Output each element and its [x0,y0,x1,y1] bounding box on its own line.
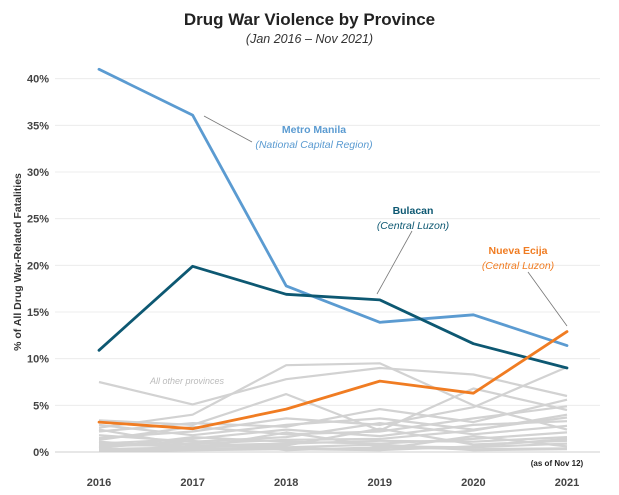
x-tick-label: 2021 [555,477,579,489]
bulacan-region: (Central Luzon) [377,220,449,232]
nueva-ecija-region: (Central Luzon) [482,260,554,272]
other-province-line [98,431,568,450]
metro-manila-label: Metro Manila [282,124,346,136]
metro-manila-callout-line [203,115,253,143]
y-tick-label: 40% [27,74,49,86]
chart-subtitle: (Jan 2016 – Nov 2021) [245,32,374,46]
x-tick-label: 2019 [368,477,392,489]
y-tick-label: 10% [27,354,49,366]
chart-title: Drug War Violence by Province [183,10,436,29]
y-axis-label: % of All Drug War-Related Fatalities [12,173,24,351]
nueva-ecija-callout-line [527,271,568,327]
other-province-line [98,366,568,406]
other-province-line [98,443,568,452]
other-province-line [98,422,568,443]
y-tick-label: 15% [27,307,49,319]
bulacan-label: Bulacan [393,205,434,217]
x-tick-label: 2020 [461,477,485,489]
x-tick-label: 2018 [274,477,298,489]
y-tick-label: 30% [27,167,49,179]
other-province-line [98,398,568,433]
y-tick-label: 5% [33,400,49,412]
y-tick-label: 0% [33,447,49,459]
metro-manila-region: (National Capital Region) [255,139,372,151]
nueva-ecija-label: Nueva Ecija [489,245,548,257]
x-tick-label: 2017 [180,477,204,489]
other-province-line [98,437,568,453]
x-note: (as of Nov 12) [531,459,584,468]
y-tick-label: 35% [27,120,49,132]
x-tick-label: 2016 [87,477,111,489]
y-tick-label: 20% [27,260,49,272]
bulacan-callout-line [376,230,413,295]
y-tick-label: 25% [27,214,49,226]
other-provinces-label: All other provinces [149,376,225,386]
bulacan-line [97,264,569,370]
metro-manila-line [97,67,569,347]
other-province-line [98,362,568,431]
nueva-ecija-line [97,330,569,431]
